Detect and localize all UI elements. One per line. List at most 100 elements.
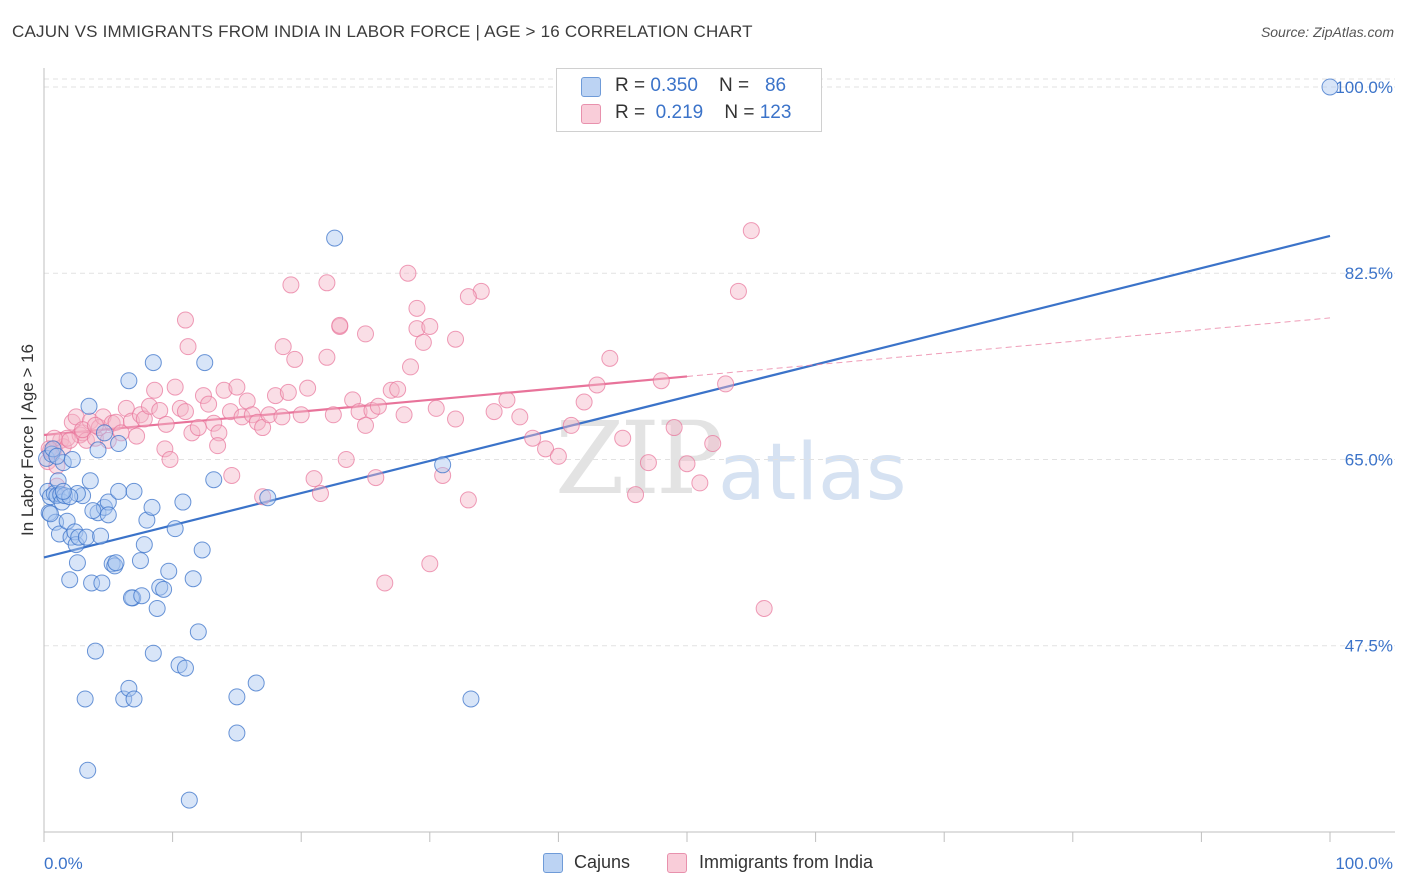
india-point — [627, 486, 645, 504]
cajun-point — [259, 489, 277, 507]
india-point — [588, 376, 606, 394]
india-point — [742, 222, 760, 240]
watermark-zip: ZIP — [555, 400, 723, 517]
cajun-point — [125, 690, 143, 708]
india-point — [151, 402, 169, 420]
india-point — [447, 330, 465, 348]
india-point — [146, 381, 164, 399]
cajun-point — [63, 450, 81, 468]
india-point — [223, 466, 241, 484]
india-point — [357, 325, 374, 343]
y-tick-label: 100.0% — [1335, 78, 1393, 97]
legend-text-cajuns: R = 0.350 N = 86 — [615, 75, 786, 97]
india-trend-extension — [686, 317, 1331, 377]
india-point — [200, 395, 218, 413]
india-point — [678, 455, 696, 473]
cajun-point — [79, 761, 97, 779]
india-point — [260, 406, 278, 424]
trend-lines — [43, 234, 1331, 559]
india-point — [189, 419, 207, 437]
india-point — [194, 387, 212, 405]
india-point — [135, 410, 153, 428]
correlation-legend: R = 0.350 N = 86 R = 0.219 N = 123 — [556, 68, 822, 132]
cajun-point — [228, 688, 246, 706]
india-point — [652, 372, 670, 390]
india-point — [209, 437, 227, 455]
india-point — [318, 348, 336, 366]
cajun-point — [41, 505, 59, 523]
legend-swatch-india — [581, 104, 601, 124]
india-point — [524, 429, 542, 447]
cajun-point — [135, 536, 153, 554]
cajun-point — [180, 791, 198, 809]
y-tick-label: 65.0% — [1345, 450, 1393, 469]
y-tick-label: 82.5% — [1345, 264, 1393, 283]
india-point — [179, 338, 197, 356]
cajun-point — [247, 674, 265, 692]
cajun-point — [84, 502, 102, 520]
india-point — [176, 403, 194, 421]
cajun-point — [81, 472, 99, 490]
india-point — [331, 316, 349, 334]
cajun-point — [80, 397, 98, 415]
cajun-point — [122, 589, 140, 607]
cajun-point — [120, 679, 138, 697]
cajun-trend-line — [43, 234, 1331, 559]
india-point — [367, 469, 385, 487]
india-point — [511, 408, 529, 426]
india-point — [376, 574, 394, 592]
cajun-point — [144, 354, 162, 372]
india-point — [421, 317, 439, 335]
legend-n-label: N = — [719, 75, 755, 96]
india-point — [399, 264, 417, 282]
y-tick-label: 47.5% — [1345, 637, 1393, 656]
cajun-point — [176, 659, 194, 677]
india-point — [408, 299, 426, 317]
india-point — [414, 333, 432, 351]
cajun-point — [326, 229, 344, 247]
india-point — [485, 403, 503, 421]
tick-labels: 47.5% 65.0% 82.5% 100.0% 0.0% 100.0% — [44, 78, 1393, 873]
cajun-point — [83, 574, 101, 592]
cajun-point — [143, 498, 161, 516]
cajun-point — [148, 599, 166, 617]
india-points — [39, 222, 773, 617]
cajun-point — [160, 562, 178, 580]
axes — [43, 68, 1395, 842]
india-point — [282, 276, 300, 294]
india-point — [299, 379, 317, 397]
cajun-point — [48, 447, 66, 465]
cajun-point — [184, 570, 202, 588]
cajun-point — [462, 690, 480, 708]
india-point — [311, 485, 329, 503]
india-point — [639, 454, 657, 472]
cajun-point — [120, 372, 138, 390]
india-point — [228, 378, 246, 396]
india-point — [324, 406, 342, 424]
india-point — [427, 399, 445, 417]
india-point — [447, 410, 465, 428]
series-swatch-india — [667, 853, 687, 873]
cajun-point — [115, 690, 133, 708]
india-point — [755, 599, 773, 617]
india-point — [537, 440, 555, 458]
cajun-point — [76, 690, 94, 708]
cajun-point — [93, 574, 111, 592]
cajun-point — [54, 454, 72, 472]
india-point — [117, 399, 135, 417]
cajun-point — [110, 482, 128, 500]
india-point — [140, 397, 158, 415]
cajun-point — [61, 571, 79, 589]
legend-text-india: R = 0.219 N = 123 — [615, 102, 791, 124]
cajun-point — [99, 493, 117, 511]
india-point — [459, 491, 477, 509]
legend-n-value-india: 123 — [759, 102, 792, 123]
india-point — [273, 408, 291, 426]
india-point — [171, 399, 189, 417]
cajun-point — [166, 520, 184, 538]
y-axis-label: In Labor Force | Age > 16 — [18, 343, 37, 537]
india-point — [575, 393, 593, 411]
grid-lines — [44, 78, 1395, 647]
india-point — [176, 311, 194, 329]
india-point — [161, 450, 179, 468]
